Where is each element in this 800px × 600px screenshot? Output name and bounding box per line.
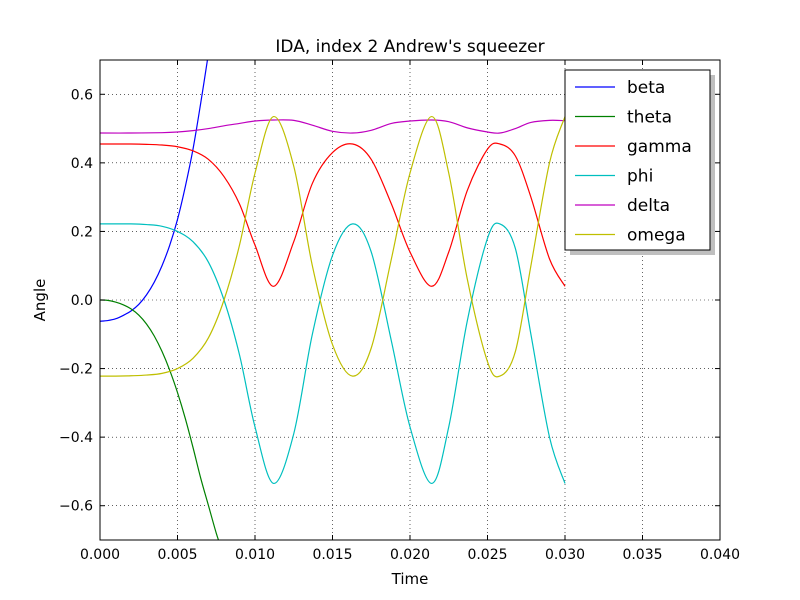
legend-label-omega: omega xyxy=(627,226,686,246)
y-tick-label: 0.2 xyxy=(71,224,93,240)
series-line-theta xyxy=(100,299,220,540)
legend-box xyxy=(564,69,711,251)
legend-label-beta: beta xyxy=(627,78,665,98)
series-line-omega xyxy=(100,115,566,378)
y-tick-label: 0.4 xyxy=(71,156,93,172)
legend-label-theta: theta xyxy=(627,108,672,128)
ticks: 0.000 0.005 0.010 0.015 0.020 0.025 0.030 0.035… xyxy=(59,60,740,563)
legend: beta theta gamma phi delta omega xyxy=(564,69,715,255)
legend-label-delta: delta xyxy=(627,196,670,216)
x-tick-label: 0.025 xyxy=(467,547,507,563)
series-line-phi xyxy=(100,222,566,485)
y-tick-label: −0.4 xyxy=(59,430,93,446)
series-line-gamma xyxy=(100,142,566,287)
x-axis-label: Time xyxy=(391,570,429,588)
x-tick-label: 0.035 xyxy=(622,547,662,563)
x-tick-label: 0.015 xyxy=(312,547,352,563)
x-tick-label: 0.040 xyxy=(700,547,740,563)
x-tick-label: 0.010 xyxy=(235,547,275,563)
legend-label-phi: phi xyxy=(627,167,653,187)
y-tick-label: 0.6 xyxy=(71,87,93,103)
series-group xyxy=(100,60,566,540)
y-axis-label: Angle xyxy=(31,279,49,322)
x-tick-label: 0.005 xyxy=(157,547,197,563)
y-tick-label: 0.0 xyxy=(71,293,93,309)
x-tick-label: 0.030 xyxy=(545,547,585,563)
x-tick-label: 0.020 xyxy=(390,547,430,563)
y-tick-label: −0.2 xyxy=(59,362,93,378)
legend-label-gamma: gamma xyxy=(627,137,692,157)
x-tick-label: 0.000 xyxy=(80,547,120,563)
y-tick-label: −0.6 xyxy=(59,499,93,515)
series-line-beta xyxy=(100,60,209,322)
series-line-delta xyxy=(100,119,566,134)
chart-title: IDA, index 2 Andrew's squeezer xyxy=(275,37,544,57)
